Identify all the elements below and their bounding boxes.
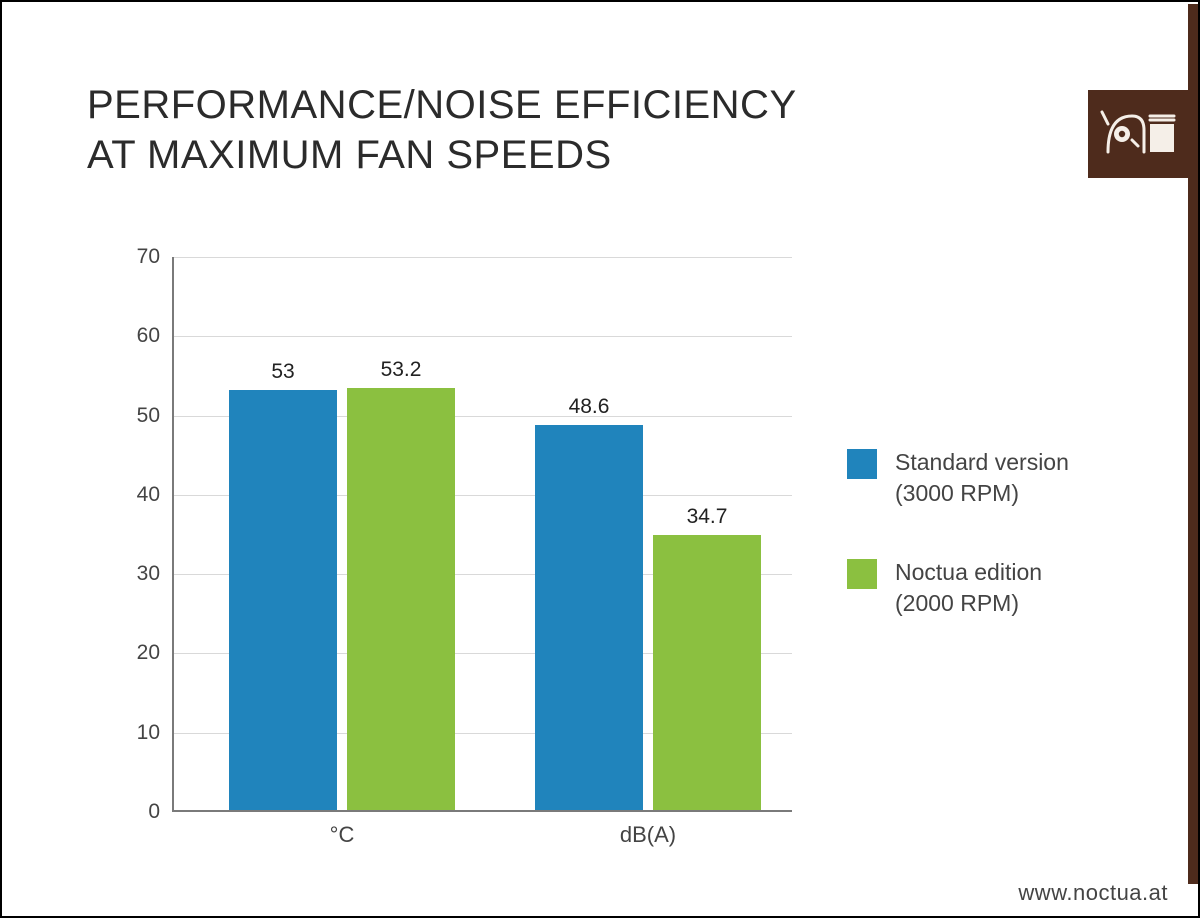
y-tick-label: 10 (100, 721, 160, 745)
x-category-label: °C (229, 822, 455, 848)
brand-logo-badge (1088, 90, 1188, 178)
bar-value-label: 34.7 (653, 505, 761, 529)
y-tick-label: 40 (100, 483, 160, 507)
y-tick-label: 0 (100, 800, 160, 824)
bar-value-label: 48.6 (535, 395, 643, 419)
bar: 34.7 (653, 535, 761, 810)
chart-frame: PERFORMANCE/NOISE EFFICIENCY AT MAXIMUM … (0, 0, 1200, 918)
chart-region: 0102030405060705353.2°C48.634.7dB(A) Sta… (87, 257, 1157, 857)
bar: 53 (229, 390, 337, 810)
legend: Standard version (3000 RPM) Noctua editio… (847, 447, 1069, 667)
owl-logo-icon (1088, 90, 1188, 178)
legend-label: Standard version (3000 RPM) (895, 447, 1069, 509)
y-tick-label: 50 (100, 404, 160, 428)
legend-swatch (847, 559, 877, 589)
legend-item: Noctua edition (2000 RPM) (847, 557, 1069, 619)
y-tick-label: 70 (100, 245, 160, 269)
bar: 48.6 (535, 425, 643, 810)
bar-value-label: 53.2 (347, 358, 455, 382)
legend-item: Standard version (3000 RPM) (847, 447, 1069, 509)
plot-area: 0102030405060705353.2°C48.634.7dB(A) (172, 257, 792, 812)
footer-url: www.noctua.at (1018, 880, 1168, 906)
x-category-label: dB(A) (535, 822, 761, 848)
bar: 53.2 (347, 388, 455, 810)
bar-value-label: 53 (229, 360, 337, 384)
grid-line (174, 336, 792, 337)
chart-title: PERFORMANCE/NOISE EFFICIENCY AT MAXIMUM … (87, 80, 797, 180)
y-tick-label: 20 (100, 641, 160, 665)
accent-bar (1188, 4, 1198, 884)
legend-swatch (847, 449, 877, 479)
grid-line (174, 257, 792, 258)
y-tick-label: 30 (100, 562, 160, 586)
legend-label: Noctua edition (2000 RPM) (895, 557, 1042, 619)
y-tick-label: 60 (100, 324, 160, 348)
